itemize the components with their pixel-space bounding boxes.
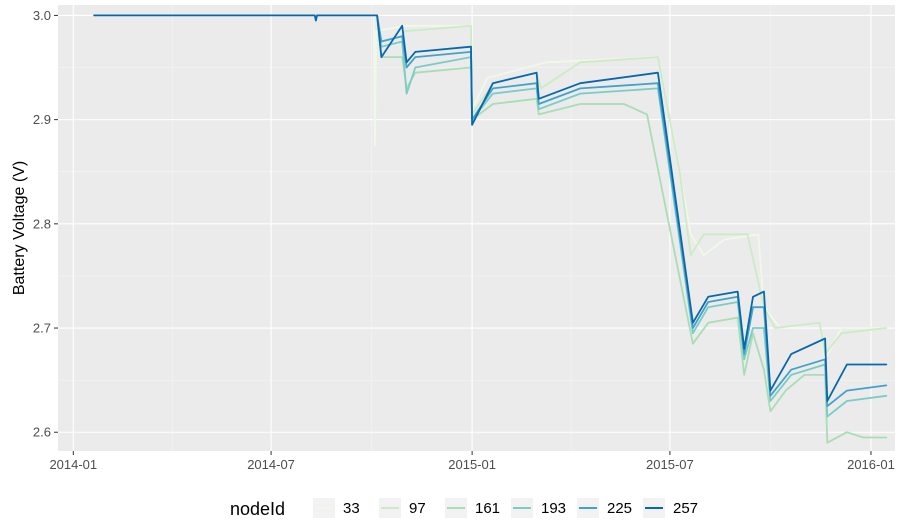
legend-label-33: 33	[343, 500, 360, 517]
series-line-225	[376, 14, 888, 408]
legend-label-97: 97	[409, 500, 426, 517]
y-tick-label: 3.0	[33, 8, 51, 23]
y-tick-label: 2.9	[33, 112, 51, 127]
y-tick-label: 2.7	[33, 321, 51, 336]
series-lines	[93, 14, 888, 444]
legend: nodeId 33 97 161 193 225 257	[230, 498, 698, 519]
legend-label-225: 225	[607, 500, 632, 517]
x-tick-label: 2015-01	[448, 457, 496, 472]
series-line-161	[376, 14, 888, 444]
y-axis-title: Battery Voltage (V)	[11, 161, 28, 295]
legend-label-161: 161	[475, 500, 500, 517]
x-tick-label: 2014-01	[49, 457, 97, 472]
y-axis: 2.6 2.7 2.8 2.9 3.0	[33, 8, 58, 440]
x-tick-label: 2014-07	[247, 457, 295, 472]
legend-label-257: 257	[673, 500, 698, 517]
series-line-97	[376, 14, 888, 356]
minor-gridlines	[58, 5, 895, 451]
y-tick-label: 2.6	[33, 425, 51, 440]
series-line-257	[93, 14, 888, 402]
legend-label-193: 193	[541, 500, 566, 517]
legend-title: nodeId	[230, 499, 285, 519]
x-tick-label: 2016-01	[847, 457, 895, 472]
plot-panel	[58, 5, 895, 451]
x-axis: 2014-01 2014-07 2015-01 2015-07 2016-01	[49, 451, 895, 472]
x-tick-label: 2015-07	[646, 457, 694, 472]
y-tick-label: 2.8	[33, 216, 51, 231]
